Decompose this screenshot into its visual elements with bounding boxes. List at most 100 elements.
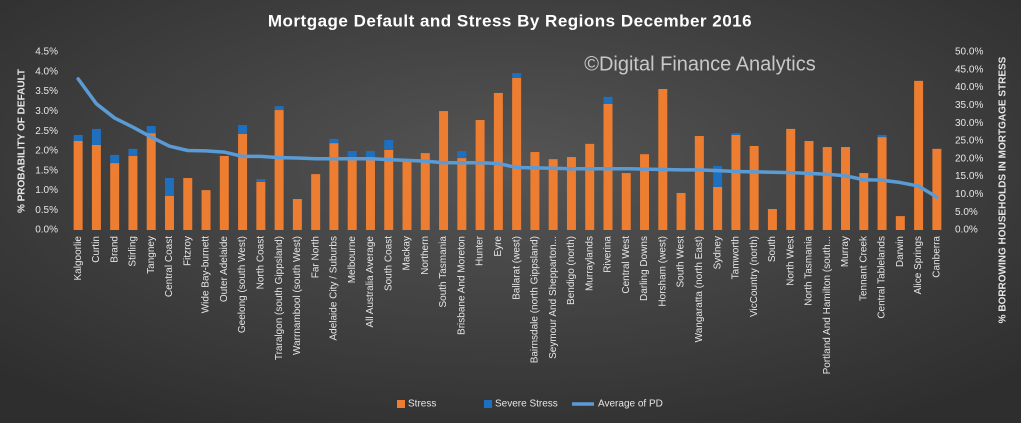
bar-segment <box>512 73 522 78</box>
bar-segment <box>311 174 321 230</box>
x-tick-label: Tangney <box>146 236 157 274</box>
bar-segment <box>110 163 120 230</box>
x-tick-label: Geelong (south West) <box>237 236 248 333</box>
x-tick-label: Brisbane And Moreton <box>456 236 467 335</box>
bar-segment <box>877 134 887 138</box>
legend-label: Severe Stress <box>495 399 558 410</box>
bar-segment <box>347 150 357 159</box>
x-tick-label: Warrnambool (south West) <box>292 236 303 355</box>
x-tick-label: Far North <box>310 236 321 278</box>
y2-tick-label: 50.0% <box>955 47 983 58</box>
bar-segment <box>548 159 558 230</box>
bar-segment <box>694 136 704 230</box>
y2-tick-label: 20.0% <box>955 153 983 164</box>
y-tick-label: 2.0% <box>35 146 58 157</box>
y-tick-label: 4.0% <box>35 66 58 77</box>
bar-segment <box>420 153 430 230</box>
y-tick-label: 4.5% <box>35 47 58 58</box>
x-tick-label: Curtin <box>91 236 102 263</box>
x-tick-label: Seymour And Shepparton... <box>548 236 559 359</box>
bar-segment <box>347 158 357 230</box>
y-tick-label: 0.0% <box>35 225 58 236</box>
y2-axis-title: % BORROWING HOUSEHOLDS IN MORTGAGE STRES… <box>998 56 1009 323</box>
bar-segment <box>219 155 229 230</box>
bar-segment <box>365 150 375 159</box>
chart-title: Mortgage Default and Stress By Regions D… <box>268 11 752 30</box>
x-tick-label: South <box>767 236 778 262</box>
y2-tick-label: 10.0% <box>955 189 983 200</box>
bar-segment <box>201 190 211 230</box>
x-tick-label: Sydney <box>712 236 723 269</box>
y2-tick-label: 40.0% <box>955 82 983 93</box>
y2-tick-label: 0.0% <box>955 225 978 236</box>
x-tick-label: North Coast <box>255 236 266 290</box>
bar-segment <box>238 133 248 230</box>
bar-segment <box>164 178 174 196</box>
bar-segment <box>640 154 650 230</box>
bar-segment <box>457 158 467 230</box>
y2-tick-label: 15.0% <box>955 171 983 182</box>
bar-segment <box>256 179 266 182</box>
x-tick-label: Northern <box>420 236 431 275</box>
bar-segment <box>786 128 796 230</box>
x-tick-label: Melbourne <box>347 236 358 284</box>
x-tick-label: Wangaratta (north East) <box>694 236 705 342</box>
bar-segment <box>841 147 851 230</box>
x-tick-label: Outer Adelaide <box>219 236 230 303</box>
bar-segment <box>585 143 595 230</box>
bar-segment <box>713 186 723 230</box>
y-tick-label: 0.5% <box>35 205 58 216</box>
y2-tick-label: 25.0% <box>955 136 983 147</box>
y-tick-label: 3.5% <box>35 86 58 97</box>
bar-segment <box>493 92 503 230</box>
y2-tick-label: 35.0% <box>955 100 983 111</box>
bar-segment <box>128 148 138 156</box>
x-tick-label: North West <box>785 236 796 286</box>
bar-segment <box>384 139 394 150</box>
x-tick-label: Tamworth <box>731 236 742 279</box>
bar-segment <box>804 141 814 230</box>
y-tick-label: 1.5% <box>35 165 58 176</box>
bar-segment <box>274 110 284 230</box>
x-tick-label: Murraylands <box>584 236 595 291</box>
bar-segment <box>238 124 248 134</box>
bar-segment <box>292 199 302 230</box>
bar-segment <box>603 96 613 104</box>
x-tick-label: Eyre <box>493 236 504 257</box>
bar-segment <box>146 133 156 230</box>
legend-label: Average of PD <box>598 399 663 410</box>
x-tick-label: Portland And Hamilton (south... <box>822 236 833 374</box>
x-tick-label: Central Tablelands <box>877 236 888 319</box>
bar-segment <box>274 106 284 111</box>
y2-tick-label: 30.0% <box>955 118 983 129</box>
legend-swatch <box>484 400 492 408</box>
legend-swatch <box>397 400 405 408</box>
bar-segment <box>164 195 174 230</box>
bar-segment <box>384 149 394 230</box>
x-tick-label: Stirling <box>128 236 139 267</box>
x-tick-label: North Tasmania <box>804 236 815 306</box>
x-tick-label: Tennant Creek <box>858 235 869 301</box>
x-tick-label: Horsham (west) <box>657 236 668 307</box>
x-tick-label: Fitzroy <box>182 236 193 266</box>
bar-segment <box>621 173 631 230</box>
x-tick-label: All Australia Average <box>365 236 376 328</box>
bar-segment <box>329 138 339 144</box>
x-tick-label: Adelaide City / Suburbs <box>329 236 340 341</box>
x-tick-label: Traralgon (south Gippsland) <box>274 236 285 360</box>
bar-segment <box>91 144 101 230</box>
y-axis-title: % PROBABILITY OF DEFAULT <box>17 69 28 213</box>
x-tick-label: Hunter <box>475 235 486 266</box>
y-tick-label: 3.0% <box>35 106 58 117</box>
x-tick-label: Murray <box>840 236 851 267</box>
x-tick-label: Bendigo (north) <box>566 236 577 305</box>
x-tick-label: Wide Bay-burnett <box>201 236 212 313</box>
bar-segment <box>749 145 759 230</box>
bar-segment <box>73 134 83 141</box>
bar-segment <box>73 141 83 230</box>
bar-segment <box>146 126 156 134</box>
bar-segment <box>676 192 686 230</box>
y-tick-label: 2.5% <box>35 126 58 137</box>
bar-segment <box>128 155 138 230</box>
line <box>76 77 939 199</box>
